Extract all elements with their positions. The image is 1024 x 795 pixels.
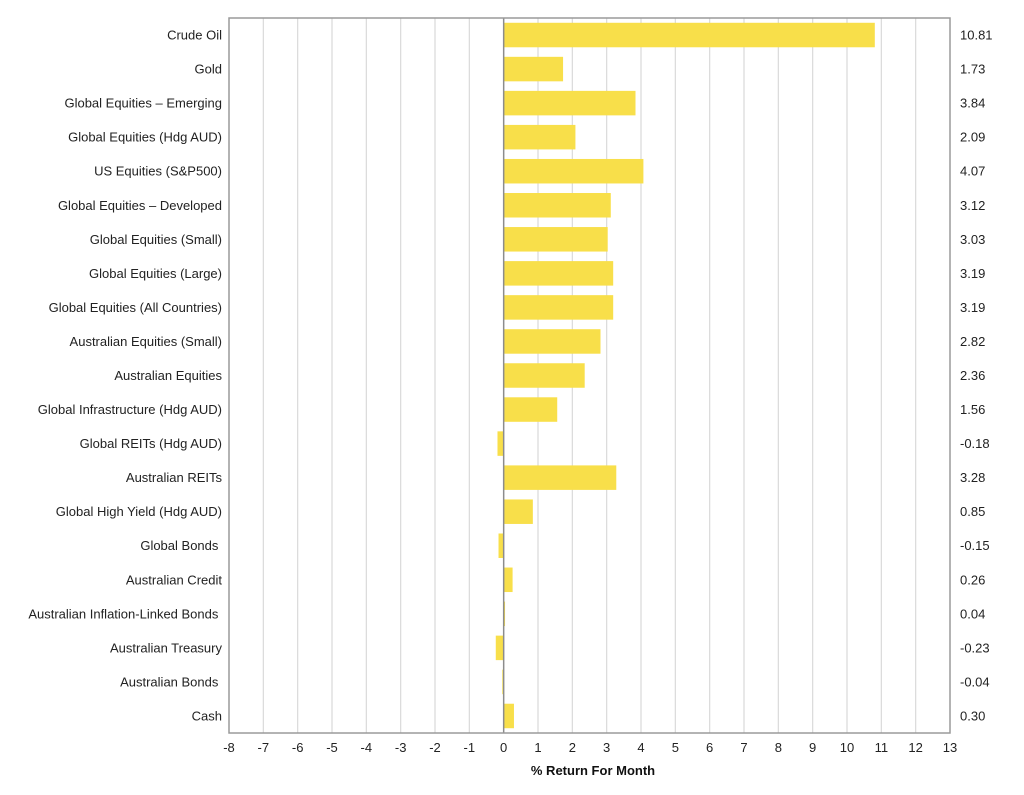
bar xyxy=(503,90,636,116)
value-label: 2.82 xyxy=(960,334,985,349)
category-label: Global Equities – Emerging xyxy=(64,96,222,111)
bar xyxy=(503,329,601,354)
x-tick-label: -5 xyxy=(326,740,338,755)
category-label: Australian Treasury xyxy=(110,640,222,655)
value-label: 10.81 xyxy=(960,28,993,43)
bar xyxy=(503,193,611,218)
category-label: Australian Bonds xyxy=(120,674,222,689)
category-label: Global REITs (Hdg AUD) xyxy=(80,436,222,451)
category-label: Gold xyxy=(195,62,222,77)
value-label: 2.09 xyxy=(960,130,985,145)
value-label: 1.73 xyxy=(960,62,985,77)
value-label: 3.12 xyxy=(960,198,985,213)
bar xyxy=(495,635,504,661)
bar xyxy=(503,363,585,388)
bar xyxy=(503,567,513,593)
value-label: -0.23 xyxy=(960,640,990,655)
bar xyxy=(503,261,614,286)
x-tick-labels: -8 -7 -6 -5 -4 -3 -2 -1 0 1 2 3 4 5 6 7 8 9 10 11 12 13 xyxy=(223,740,957,755)
x-tick-label: 10 xyxy=(840,740,854,755)
value-label: 0.26 xyxy=(960,572,985,587)
category-label: US Equities (S&P500) xyxy=(94,164,222,179)
category-label: Global Equities (Large) xyxy=(89,266,222,281)
x-tick-label: 12 xyxy=(908,740,922,755)
category-label: Global High Yield (Hdg AUD) xyxy=(56,504,222,519)
bar xyxy=(497,431,504,456)
category-label: Global Equities (Hdg AUD) xyxy=(68,130,222,145)
bar xyxy=(498,533,504,558)
value-label: 0.30 xyxy=(960,708,985,723)
x-tick-label: -1 xyxy=(464,740,476,755)
category-labels: Crude Oil Gold Global Equities – Emerging G… xyxy=(28,28,222,724)
value-label: 4.07 xyxy=(960,164,985,179)
bar xyxy=(503,56,564,82)
x-tick-label: 3 xyxy=(603,740,610,755)
bar xyxy=(503,397,558,422)
x-tick-label: 7 xyxy=(740,740,747,755)
x-tick-label: 5 xyxy=(672,740,679,755)
x-tick-label: -8 xyxy=(223,740,235,755)
bar xyxy=(503,22,875,48)
x-tick-label: -2 xyxy=(429,740,441,755)
value-label: 3.84 xyxy=(960,96,985,111)
bar xyxy=(503,158,644,184)
x-tick-label: 6 xyxy=(706,740,713,755)
category-label: Global Infrastructure (Hdg AUD) xyxy=(38,402,222,417)
category-label: Crude Oil xyxy=(167,28,222,43)
category-label: Australian Credit xyxy=(126,572,222,587)
x-tick-label: -6 xyxy=(292,740,304,755)
x-tick-label: -3 xyxy=(395,740,407,755)
x-tick-label: 11 xyxy=(875,740,889,755)
bar xyxy=(503,124,576,150)
value-label: -0.18 xyxy=(960,436,990,451)
category-label: Global Equities (Small) xyxy=(90,232,222,247)
category-label: Australian Equities xyxy=(114,368,222,383)
x-tick-label: 1 xyxy=(534,740,541,755)
value-label: 3.19 xyxy=(960,266,985,281)
x-axis-title: % Return For Month xyxy=(531,763,655,778)
value-label: 0.85 xyxy=(960,504,985,519)
bar xyxy=(503,295,614,320)
x-tick-label: -7 xyxy=(258,740,270,755)
value-label: 0.04 xyxy=(960,606,985,621)
plot-frame xyxy=(228,17,951,734)
gridlines xyxy=(262,18,917,733)
value-label: -0.15 xyxy=(960,538,990,553)
category-label: Cash xyxy=(192,708,222,723)
x-tick-label: 8 xyxy=(775,740,782,755)
value-labels: 10.81 1.73 3.84 2.09 4.07 3.12 3.03 3.19 3.19 2.8… xyxy=(960,28,993,724)
x-tick-label: -4 xyxy=(361,740,373,755)
x-tick-label: 13 xyxy=(943,740,957,755)
x-tick-label: 0 xyxy=(500,740,507,755)
category-label: Australian REITs xyxy=(126,470,223,485)
category-label: Global Equities – Developed xyxy=(58,198,222,213)
value-label: 3.03 xyxy=(960,232,985,247)
value-label: 2.36 xyxy=(960,368,985,383)
value-label: 1.56 xyxy=(960,402,985,417)
category-label: Australian Equities (Small) xyxy=(70,334,222,349)
bar xyxy=(503,465,617,490)
category-label: Global Bonds xyxy=(140,538,222,553)
category-label: Global Equities (All Countries) xyxy=(49,300,222,315)
x-tick-label: 2 xyxy=(569,740,576,755)
bar xyxy=(503,499,533,524)
bar xyxy=(503,227,608,252)
x-tick-label: 4 xyxy=(637,740,644,755)
bars xyxy=(495,22,875,729)
value-label: 3.28 xyxy=(960,470,985,485)
bar xyxy=(503,703,514,729)
value-label: 3.19 xyxy=(960,300,985,315)
x-tick-label: 9 xyxy=(809,740,816,755)
value-label: -0.04 xyxy=(960,674,990,689)
category-label: Australian Inflation-Linked Bonds xyxy=(28,606,222,621)
